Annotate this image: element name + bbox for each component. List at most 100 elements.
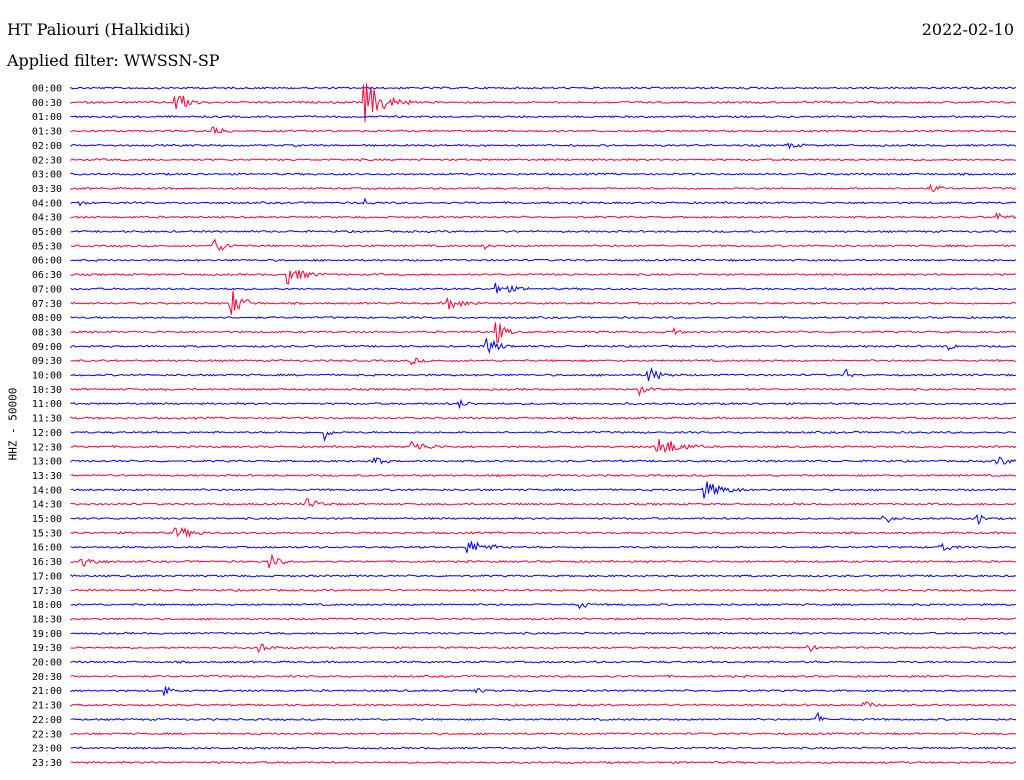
row-time-label: 18:00 [32, 600, 62, 611]
trace-row [70, 282, 1017, 294]
row-time-label: 09:30 [32, 356, 62, 367]
row-time-label: 20:00 [32, 658, 62, 669]
trace-row [70, 430, 1017, 443]
row-time-label: 07:00 [32, 284, 62, 295]
trace-row [70, 211, 1017, 221]
row-time-label: 15:30 [32, 528, 62, 539]
row-time-label: 22:30 [32, 729, 62, 740]
row-time-label: 10:30 [32, 385, 62, 396]
trace-row [70, 315, 1017, 320]
trace-row [70, 456, 1017, 465]
trace-row [70, 322, 1016, 343]
row-time-label: 14:30 [32, 500, 62, 511]
row-time-label: 20:30 [32, 672, 62, 683]
row-time-label: 21:30 [32, 701, 62, 712]
trace-row [70, 386, 1017, 397]
trace-row [70, 481, 1017, 499]
row-time-label: 01:00 [32, 112, 62, 123]
trace-row [70, 602, 1017, 610]
row-time-label: 11:00 [32, 399, 62, 410]
trace-row [70, 711, 1017, 723]
row-time-label: 17:00 [32, 571, 62, 582]
row-time-label: 04:30 [32, 213, 62, 224]
trace-row [70, 701, 1017, 708]
trace-row [70, 674, 1017, 679]
trace-row [70, 473, 1017, 478]
trace-row [70, 660, 1017, 664]
trace-row [70, 513, 1017, 525]
row-time-label: 11:30 [32, 414, 62, 425]
row-time-label: 16:30 [32, 557, 62, 568]
trace-row [70, 760, 1017, 765]
row-time-label: 19:00 [32, 629, 62, 640]
row-time-label: 19:30 [32, 643, 62, 654]
row-time-label: 02:30 [32, 155, 62, 166]
trace-row [70, 83, 1016, 122]
trace-row [70, 86, 1017, 90]
row-time-label: 23:30 [32, 758, 62, 769]
trace-row [70, 588, 1017, 592]
station-title: HT Paliouri (Halkidiki) [7, 20, 191, 39]
trace-row [70, 258, 1017, 262]
trace-row [70, 553, 1017, 569]
row-time-label: 18:30 [32, 614, 62, 625]
trace-row [70, 338, 1017, 354]
row-time-label: 12:30 [32, 442, 62, 453]
trace-row [70, 573, 1017, 578]
row-time-label: 16:00 [32, 543, 62, 554]
row-time-label: 07:30 [32, 299, 62, 310]
trace-row [70, 498, 1017, 508]
trace-row [70, 238, 1017, 252]
trace-row [70, 643, 1017, 654]
filter-label: Applied filter: WWSSN-SP [7, 51, 220, 70]
row-time-label: 06:30 [32, 270, 62, 281]
row-time-label: 10:00 [32, 371, 62, 382]
trace-row [70, 142, 1017, 150]
row-time-label: 08:00 [32, 313, 62, 324]
trace-row [70, 416, 1017, 420]
row-time-label: 09:00 [32, 342, 62, 353]
row-time-label: 02:00 [32, 141, 62, 152]
trace-row [70, 541, 1017, 553]
trace-row [70, 183, 1017, 193]
row-time-label: 01:30 [32, 127, 62, 138]
row-time-label: 15:00 [32, 514, 62, 525]
row-time-label: 00:00 [32, 84, 62, 95]
trace-row [70, 172, 1017, 176]
trace-row [70, 229, 1017, 234]
row-time-label: 04:00 [32, 198, 62, 209]
trace-row [70, 398, 1017, 410]
trace-row [70, 686, 1017, 696]
trace-row [70, 114, 1017, 119]
trace-row [70, 269, 1017, 285]
trace-row [70, 526, 1017, 538]
row-time-label: 22:00 [32, 715, 62, 726]
trace-row [70, 357, 1017, 366]
trace-row [70, 158, 1017, 162]
row-time-label: 21:00 [32, 686, 62, 697]
row-time-label: 08:30 [32, 327, 62, 338]
row-time-label: 00:30 [32, 98, 62, 109]
row-time-label: 03:00 [32, 170, 62, 181]
row-time-label: 17:30 [32, 586, 62, 597]
trace-row [70, 438, 1017, 454]
row-time-label: 23:00 [32, 744, 62, 755]
trace-row [70, 126, 1017, 135]
trace-row [70, 731, 1017, 736]
trace-row [70, 367, 1016, 382]
row-time-label: 13:30 [32, 471, 62, 482]
row-time-label: 03:30 [32, 184, 62, 195]
date-label: 2022-02-10 [921, 20, 1014, 39]
trace-row [70, 746, 1017, 750]
row-time-label: 12:00 [32, 428, 62, 439]
row-time-label: 05:30 [32, 241, 62, 252]
trace-row [70, 197, 1017, 207]
row-time-label: 06:00 [32, 256, 62, 267]
trace-row [70, 290, 1017, 315]
row-time-label: 14:00 [32, 485, 62, 496]
row-time-label: 05:00 [32, 227, 62, 238]
trace-row [70, 617, 1017, 621]
row-time-label: 13:00 [32, 457, 62, 468]
trace-row [70, 631, 1017, 636]
